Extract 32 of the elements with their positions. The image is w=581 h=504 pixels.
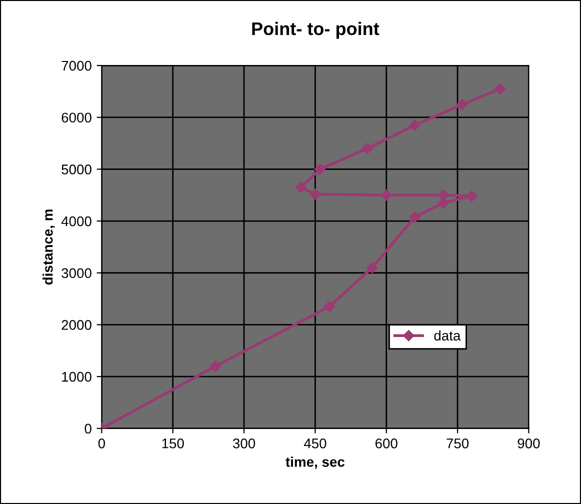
y-tick-label: 0 (84, 424, 92, 434)
point (362, 142, 373, 154)
x-tick-label: 150 (162, 438, 184, 448)
point (466, 190, 478, 202)
y-tick-label: 1000 (62, 372, 92, 382)
x-axis-title: time, sec (286, 456, 345, 469)
point (210, 360, 222, 372)
y-tick-label: 6000 (62, 112, 92, 123)
x-tick-label: 300 (232, 438, 256, 448)
point (314, 164, 326, 175)
point (310, 188, 321, 200)
chart-title: Point- to- point (252, 22, 380, 39)
point (366, 262, 378, 274)
point (324, 300, 336, 312)
x-tick-label: 0 (98, 438, 105, 448)
point (409, 211, 420, 222)
x-tick-label: 750 (446, 438, 469, 448)
legend-label: data (434, 330, 461, 341)
point (494, 83, 506, 94)
point (295, 182, 307, 193)
y-tick-label: 3000 (62, 268, 92, 278)
y-tick-label: 5000 (62, 164, 92, 174)
y-tick-label: 4000 (61, 216, 92, 226)
point (456, 98, 468, 110)
y-axis-title: distance, m (42, 210, 55, 285)
x-tick-label: 450 (304, 438, 326, 448)
point (409, 120, 420, 131)
x-tick-label: 900 (518, 438, 540, 448)
y-tick-label: 2000 (62, 320, 92, 330)
point (380, 190, 392, 201)
y-tick-label: 7000 (62, 60, 92, 71)
x-tick-label: 600 (375, 438, 398, 448)
